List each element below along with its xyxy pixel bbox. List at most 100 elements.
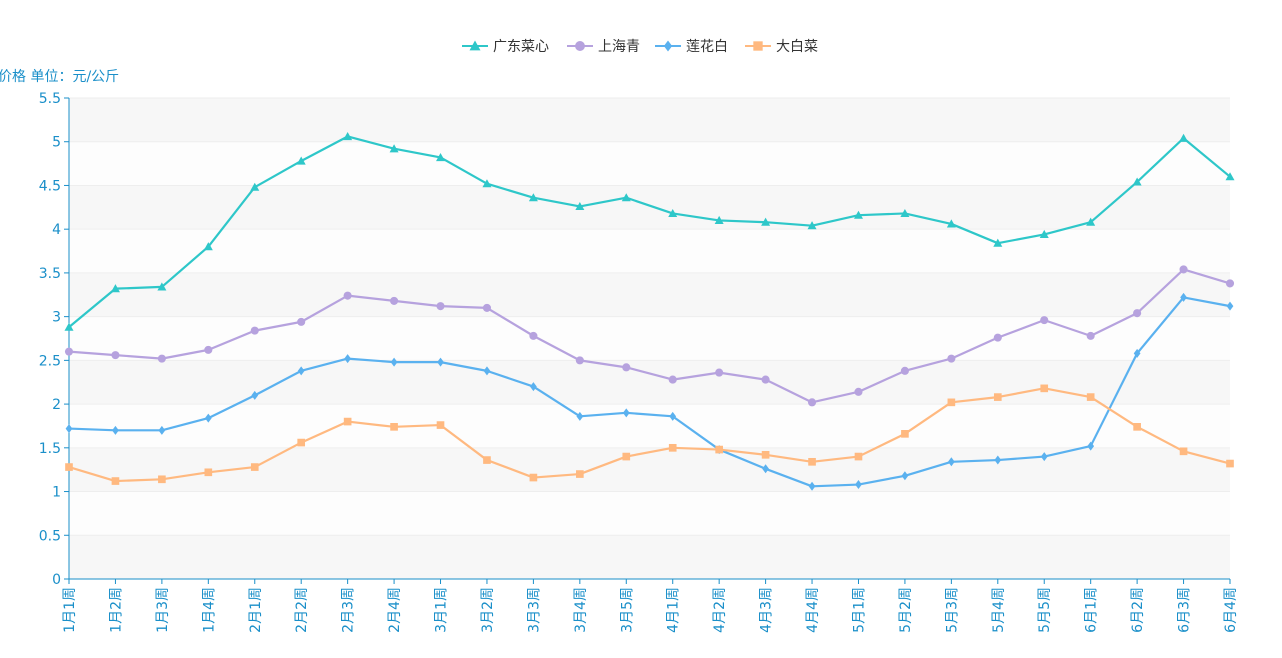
y-axis-label: 价格 单位：元/公斤 — [0, 69, 119, 85]
series — [65, 384, 1234, 485]
data-point — [1086, 217, 1096, 226]
data-point — [204, 468, 213, 477]
grid-band — [69, 229, 1230, 273]
data-point — [668, 443, 677, 452]
data-point — [297, 317, 306, 326]
y-tick-label: 5 — [52, 135, 61, 151]
data-point — [436, 421, 445, 429]
x-tick-label: 2月2周 — [294, 587, 310, 633]
data-point — [250, 182, 260, 191]
legend-label: 广东菜心 — [493, 39, 549, 55]
data-point — [204, 413, 212, 423]
x-axis: 1月1周 1月2周 1月3周 1月4周 2月1周 2月2周 2月3周 2月4周 3月1周 3月2周… — [62, 578, 1239, 633]
data-point — [808, 481, 816, 491]
data-point — [807, 398, 817, 407]
data-point — [1133, 423, 1141, 431]
data-point — [901, 430, 909, 438]
data-point — [482, 179, 492, 188]
legend-item[interactable]: 上海青 — [567, 39, 640, 55]
x-tick-label: 2月1周 — [248, 587, 264, 633]
x-tick-label: 3月4周 — [573, 587, 589, 633]
data-point — [483, 456, 491, 464]
x-tick-label: 6月1周 — [1084, 587, 1100, 633]
data-point — [854, 387, 863, 396]
series-line — [68, 135, 1231, 328]
data-point — [297, 366, 305, 376]
data-point — [854, 452, 863, 461]
grid-band — [69, 360, 1230, 405]
data-point — [389, 144, 399, 153]
data-point — [753, 41, 763, 51]
grid-band — [69, 535, 1230, 579]
data-point — [808, 457, 816, 466]
data-point — [251, 390, 259, 400]
data-point — [296, 156, 306, 165]
x-tick-label: 6月2周 — [1130, 587, 1146, 633]
legend-item[interactable]: 莲花白 — [655, 39, 728, 55]
data-point — [715, 445, 723, 454]
data-point — [343, 131, 353, 141]
grid-band — [69, 98, 1230, 142]
x-tick-label: 2月4周 — [387, 587, 403, 633]
legend-label: 莲花白 — [686, 39, 728, 55]
data-point — [64, 347, 74, 356]
y-tick-label: 2 — [52, 397, 61, 413]
x-tick-label: 2月3周 — [341, 587, 357, 633]
data-point — [344, 354, 352, 364]
legend-item[interactable]: 大白菜 — [745, 39, 818, 55]
data-point — [576, 411, 584, 421]
data-point — [575, 41, 585, 51]
data-point — [482, 303, 492, 312]
series-line — [68, 387, 1231, 483]
x-tick-label: 5月5周 — [1037, 587, 1053, 633]
data-point — [622, 408, 630, 418]
data-point — [575, 356, 584, 365]
data-point — [575, 201, 585, 211]
grid-bands — [69, 97, 1230, 580]
x-tick-label: 1月4周 — [201, 587, 217, 633]
data-point — [203, 242, 213, 251]
series — [64, 131, 1235, 331]
data-point — [343, 291, 352, 300]
x-tick-label: 4月1周 — [666, 587, 682, 633]
data-point — [1225, 172, 1235, 181]
x-tick-label: 1月2周 — [108, 587, 124, 633]
legend-item[interactable]: 广东菜心 — [462, 39, 549, 55]
data-point — [853, 210, 863, 219]
data-point — [1086, 331, 1095, 340]
data-point — [250, 326, 259, 335]
y-tick-label: 0 — [52, 572, 61, 588]
data-point — [64, 322, 74, 331]
data-point — [668, 208, 678, 218]
x-tick-label: 1月1周 — [62, 587, 78, 633]
data-point — [993, 393, 1002, 401]
x-tick-label: 6月4周 — [1223, 587, 1239, 633]
data-point — [158, 425, 166, 435]
series-line — [68, 296, 1231, 488]
y-tick-label: 0.5 — [39, 528, 61, 544]
x-tick-label: 3月2周 — [480, 587, 496, 633]
data-point — [761, 450, 770, 459]
data-point — [1040, 316, 1049, 325]
data-point — [994, 455, 1002, 465]
series-group — [64, 131, 1235, 491]
data-point — [669, 411, 677, 421]
data-point — [1226, 459, 1234, 468]
data-point — [947, 398, 956, 407]
data-point — [250, 463, 259, 471]
data-point — [1226, 301, 1234, 311]
x-tick-label: 6月3周 — [1177, 587, 1193, 633]
data-point — [483, 366, 491, 376]
x-tick-label: 4月2周 — [712, 587, 728, 633]
data-point — [65, 424, 73, 434]
grid-band — [69, 141, 1230, 186]
data-point — [946, 219, 956, 228]
data-point — [663, 40, 673, 52]
data-point — [111, 477, 120, 485]
x-tick-label: 5月1周 — [851, 587, 867, 633]
y-tick-label: 4 — [52, 222, 61, 238]
legend-label: 大白菜 — [776, 39, 818, 55]
data-point — [158, 475, 166, 484]
grid-band — [69, 404, 1230, 448]
